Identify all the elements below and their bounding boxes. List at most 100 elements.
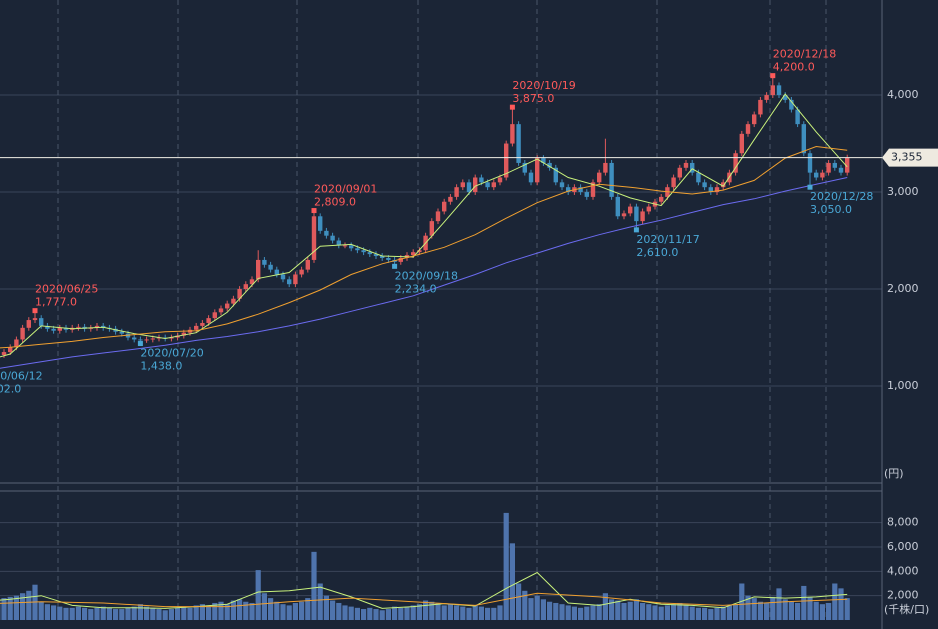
candle-body: [795, 109, 800, 125]
candle-body: [200, 322, 205, 326]
price-panel: 2020/06/121,202.0 2020/06/251,777.0 2020/0…: [0, 48, 873, 395]
volume-bar: [578, 607, 584, 620]
volume-bar: [571, 606, 577, 620]
candle-body: [522, 162, 527, 173]
volume-bar: [429, 601, 435, 620]
candle-body: [51, 328, 56, 331]
volume-bar: [782, 599, 788, 620]
volume-bar: [547, 601, 553, 620]
candle-body: [76, 326, 81, 328]
candle-body: [559, 182, 565, 188]
volume-bar: [410, 605, 416, 620]
volume-bar: [336, 602, 342, 620]
candle-body: [57, 327, 62, 331]
volume-bar: [348, 606, 354, 620]
candle-body: [504, 143, 509, 178]
candle-body: [584, 192, 589, 197]
volume-bar: [137, 604, 143, 620]
volume-bar: [187, 607, 193, 620]
candle-body: [479, 177, 484, 183]
volume-bar: [522, 590, 528, 620]
low-date: 2020/11/17: [636, 233, 699, 246]
volume-bar: [57, 606, 63, 620]
volume-bar: [237, 599, 243, 620]
ma-line: [0, 177, 848, 369]
volume-bar: [677, 602, 683, 620]
y-tick-label: 1,000: [887, 379, 919, 392]
volume-bar: [491, 607, 497, 620]
volume-bar: [590, 605, 596, 620]
candle-body: [807, 153, 813, 173]
candle-body: [249, 279, 255, 285]
volume-bar: [367, 607, 373, 620]
candle-body: [696, 172, 701, 183]
volume-bar: [423, 600, 429, 620]
candle-body: [39, 318, 44, 326]
volume-bar: [305, 598, 311, 620]
volume-bar: [323, 595, 329, 620]
volume-bar: [199, 604, 205, 620]
candle-body: [380, 256, 385, 258]
volume-bar: [392, 606, 398, 620]
volume-bar: [832, 583, 838, 620]
high-value: 1,777.0: [35, 296, 77, 309]
volume-bar: [373, 609, 379, 620]
candle-body: [485, 182, 490, 188]
candle-body: [801, 124, 806, 154]
candle-body: [318, 216, 323, 231]
candle-body: [225, 303, 230, 309]
candle-body: [832, 162, 837, 168]
ma-line: [0, 93, 848, 358]
volume-bar: [708, 609, 714, 620]
candle-body: [280, 274, 286, 280]
volume-bar: [218, 601, 224, 620]
high-date: 2020/12/18: [773, 48, 836, 61]
volume-bar: [113, 609, 119, 620]
volume-bar: [274, 601, 280, 620]
volume-bar: [478, 606, 484, 620]
volume-bar: [801, 585, 807, 620]
volume-bar: [416, 604, 422, 620]
candle-body: [373, 254, 379, 257]
volume-bar: [838, 588, 844, 620]
candle-body: [566, 187, 571, 193]
volume-bar: [702, 607, 708, 620]
candle-body: [20, 327, 25, 340]
candle-body: [8, 347, 13, 353]
volume-bar: [175, 607, 181, 620]
volume-bar: [813, 601, 819, 620]
y-tick-label: 4,000: [887, 88, 919, 101]
volume-bar: [689, 606, 695, 620]
candle-body: [45, 325, 50, 329]
low-value: 2,610.0: [636, 246, 678, 259]
candle-body: [634, 206, 639, 222]
candle-body: [541, 158, 546, 163]
candle-body: [783, 95, 788, 100]
candle-body: [510, 124, 515, 144]
volume-bar: [646, 604, 652, 620]
candle-body: [491, 182, 496, 188]
volume-bar: [44, 604, 50, 620]
volume-bar: [280, 604, 286, 620]
candle-body: [299, 269, 304, 275]
volume-bar: [106, 607, 112, 620]
low-marker: [633, 227, 639, 233]
volume-bar: [720, 606, 726, 620]
volume-bar: [528, 598, 534, 620]
volume-bar: [398, 607, 404, 620]
volume-bar: [162, 610, 168, 620]
volume-bar: [385, 609, 391, 620]
volume-bar: [671, 604, 677, 620]
volume-bar: [733, 604, 739, 620]
candle-body: [212, 312, 217, 319]
candle-body: [466, 182, 472, 193]
candle-body: [739, 133, 744, 154]
candle-body: [237, 289, 242, 299]
last-price-pointer: [882, 148, 938, 167]
candle-body: [218, 308, 224, 313]
low-date: 2020/06/12: [0, 369, 43, 382]
candle-body: [628, 206, 633, 214]
candle-body: [181, 332, 186, 336]
